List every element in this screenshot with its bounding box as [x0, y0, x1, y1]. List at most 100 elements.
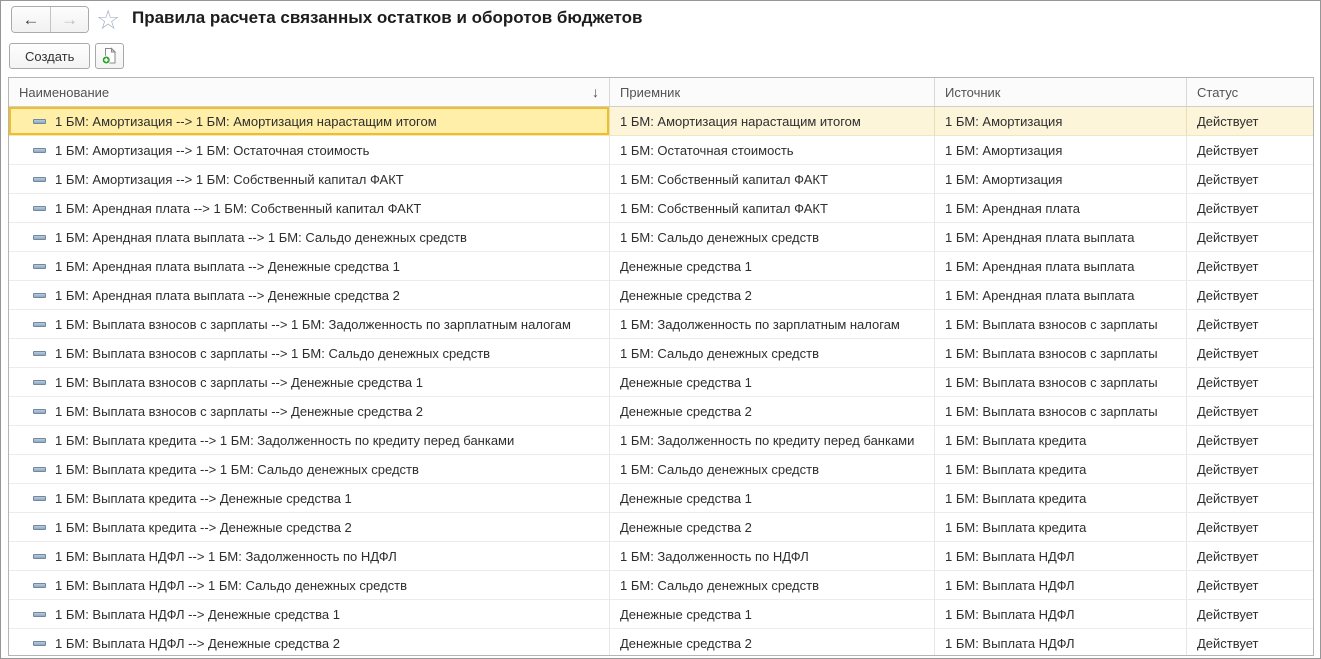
- cell-name[interactable]: 1 БМ: Амортизация --> 1 БМ: Остаточная с…: [9, 136, 610, 165]
- cell-source[interactable]: 1 БМ: Выплата взносов с зарплаты: [935, 368, 1187, 397]
- cell-name[interactable]: 1 БМ: Амортизация --> 1 БМ: Собственный …: [9, 165, 610, 194]
- cell-source[interactable]: 1 БМ: Амортизация: [935, 107, 1187, 136]
- cell-source[interactable]: 1 БМ: Арендная плата выплата: [935, 252, 1187, 281]
- cell-status[interactable]: Действует: [1187, 252, 1313, 281]
- cell-receiver[interactable]: 1 БМ: Собственный капитал ФАКТ: [610, 165, 935, 194]
- star-outline-icon[interactable]: ☆: [96, 5, 121, 35]
- cell-receiver[interactable]: 1 БМ: Сальдо денежных средств: [610, 223, 935, 252]
- cell-source[interactable]: 1 БМ: Выплата кредита: [935, 513, 1187, 542]
- cell-status[interactable]: Действует: [1187, 484, 1313, 513]
- cell-status[interactable]: Действует: [1187, 136, 1313, 165]
- cell-receiver[interactable]: 1 БМ: Задолженность по кредиту перед бан…: [610, 426, 935, 455]
- cell-receiver[interactable]: Денежные средства 1: [610, 600, 935, 629]
- back-button[interactable]: ←: [12, 7, 50, 32]
- cell-status[interactable]: Действует: [1187, 310, 1313, 339]
- cell-receiver[interactable]: Денежные средства 2: [610, 397, 935, 426]
- table-row[interactable]: 1 БМ: Арендная плата выплата --> 1 БМ: С…: [9, 223, 1313, 252]
- cell-source[interactable]: 1 БМ: Выплата НДФЛ: [935, 629, 1187, 655]
- cell-source[interactable]: 1 БМ: Амортизация: [935, 165, 1187, 194]
- cell-source[interactable]: 1 БМ: Выплата кредита: [935, 484, 1187, 513]
- cell-name[interactable]: 1 БМ: Выплата кредита --> Денежные средс…: [9, 513, 610, 542]
- cell-receiver[interactable]: Денежные средства 1: [610, 368, 935, 397]
- cell-status[interactable]: Действует: [1187, 223, 1313, 252]
- cell-receiver[interactable]: Денежные средства 2: [610, 629, 935, 655]
- cell-receiver[interactable]: Денежные средства 2: [610, 513, 935, 542]
- table-row[interactable]: 1 БМ: Выплата кредита --> Денежные средс…: [9, 513, 1313, 542]
- table-row[interactable]: 1 БМ: Амортизация --> 1 БМ: Собственный …: [9, 165, 1313, 194]
- cell-name[interactable]: 1 БМ: Арендная плата выплата --> Денежны…: [9, 281, 610, 310]
- table-row[interactable]: 1 БМ: Выплата взносов с зарплаты --> Ден…: [9, 397, 1313, 426]
- cell-name[interactable]: 1 БМ: Выплата НДФЛ --> Денежные средства…: [9, 629, 610, 655]
- cell-status[interactable]: Действует: [1187, 600, 1313, 629]
- cell-receiver[interactable]: 1 БМ: Амортизация нарастащим итогом: [610, 107, 935, 136]
- cell-receiver[interactable]: Денежные средства 2: [610, 281, 935, 310]
- cell-name[interactable]: 1 БМ: Выплата взносов с зарплаты --> Ден…: [9, 368, 610, 397]
- cell-receiver[interactable]: Денежные средства 1: [610, 252, 935, 281]
- cell-status[interactable]: Действует: [1187, 513, 1313, 542]
- cell-name[interactable]: 1 БМ: Выплата взносов с зарплаты --> Ден…: [9, 397, 610, 426]
- cell-status[interactable]: Действует: [1187, 107, 1313, 136]
- cell-name[interactable]: 1 БМ: Выплата кредита --> 1 БМ: Задолжен…: [9, 426, 610, 455]
- cell-source[interactable]: 1 БМ: Выплата НДФЛ: [935, 600, 1187, 629]
- cell-status[interactable]: Действует: [1187, 571, 1313, 600]
- cell-status[interactable]: Действует: [1187, 194, 1313, 223]
- cell-receiver[interactable]: 1 БМ: Сальдо денежных средств: [610, 455, 935, 484]
- table-row[interactable]: 1 БМ: Амортизация --> 1 БМ: Амортизация …: [9, 107, 1313, 136]
- column-header-source[interactable]: Источник: [935, 78, 1187, 106]
- cell-status[interactable]: Действует: [1187, 165, 1313, 194]
- cell-name[interactable]: 1 БМ: Арендная плата --> 1 БМ: Собственн…: [9, 194, 610, 223]
- create-new-element-button[interactable]: [95, 43, 124, 69]
- table-row[interactable]: 1 БМ: Выплата кредита --> Денежные средс…: [9, 484, 1313, 513]
- create-button[interactable]: Создать: [9, 43, 91, 69]
- cell-receiver[interactable]: 1 БМ: Остаточная стоимость: [610, 136, 935, 165]
- cell-source[interactable]: 1 БМ: Выплата кредита: [935, 455, 1187, 484]
- table-row[interactable]: 1 БМ: Арендная плата выплата --> Денежны…: [9, 252, 1313, 281]
- table-row[interactable]: 1 БМ: Выплата взносов с зарплаты --> 1 Б…: [9, 339, 1313, 368]
- table-row[interactable]: 1 БМ: Выплата кредита --> 1 БМ: Сальдо д…: [9, 455, 1313, 484]
- cell-status[interactable]: Действует: [1187, 397, 1313, 426]
- cell-source[interactable]: 1 БМ: Арендная плата выплата: [935, 281, 1187, 310]
- cell-receiver[interactable]: 1 БМ: Задолженность по НДФЛ: [610, 542, 935, 571]
- cell-status[interactable]: Действует: [1187, 542, 1313, 571]
- column-header-status[interactable]: Статус: [1187, 78, 1313, 106]
- cell-name[interactable]: 1 БМ: Выплата НДФЛ --> 1 БМ: Сальдо дене…: [9, 571, 610, 600]
- table-row[interactable]: 1 БМ: Выплата НДФЛ --> Денежные средства…: [9, 629, 1313, 655]
- cell-name[interactable]: 1 БМ: Амортизация --> 1 БМ: Амортизация …: [9, 107, 610, 136]
- cell-name[interactable]: 1 БМ: Выплата НДФЛ --> Денежные средства…: [9, 600, 610, 629]
- cell-source[interactable]: 1 БМ: Выплата НДФЛ: [935, 542, 1187, 571]
- table-row[interactable]: 1 БМ: Выплата НДФЛ --> 1 БМ: Сальдо дене…: [9, 571, 1313, 600]
- forward-button[interactable]: →: [50, 7, 88, 32]
- cell-source[interactable]: 1 БМ: Выплата НДФЛ: [935, 571, 1187, 600]
- cell-status[interactable]: Действует: [1187, 281, 1313, 310]
- cell-source[interactable]: 1 БМ: Выплата взносов с зарплаты: [935, 310, 1187, 339]
- cell-status[interactable]: Действует: [1187, 368, 1313, 397]
- cell-name[interactable]: 1 БМ: Выплата НДФЛ --> 1 БМ: Задолженнос…: [9, 542, 610, 571]
- cell-name[interactable]: 1 БМ: Выплата взносов с зарплаты --> 1 Б…: [9, 339, 610, 368]
- column-header-name[interactable]: Наименование ↓: [9, 78, 610, 106]
- cell-name[interactable]: 1 БМ: Выплата кредита --> 1 БМ: Сальдо д…: [9, 455, 610, 484]
- table-row[interactable]: 1 БМ: Выплата НДФЛ --> 1 БМ: Задолженнос…: [9, 542, 1313, 571]
- cell-name[interactable]: 1 БМ: Выплата взносов с зарплаты --> 1 Б…: [9, 310, 610, 339]
- cell-name[interactable]: 1 БМ: Арендная плата выплата --> 1 БМ: С…: [9, 223, 610, 252]
- cell-source[interactable]: 1 БМ: Выплата взносов с зарплаты: [935, 397, 1187, 426]
- cell-receiver[interactable]: Денежные средства 1: [610, 484, 935, 513]
- table-row[interactable]: 1 БМ: Выплата НДФЛ --> Денежные средства…: [9, 600, 1313, 629]
- cell-source[interactable]: 1 БМ: Выплата взносов с зарплаты: [935, 339, 1187, 368]
- cell-status[interactable]: Действует: [1187, 339, 1313, 368]
- cell-status[interactable]: Действует: [1187, 426, 1313, 455]
- table-row[interactable]: 1 БМ: Амортизация --> 1 БМ: Остаточная с…: [9, 136, 1313, 165]
- table-row[interactable]: 1 БМ: Арендная плата --> 1 БМ: Собственн…: [9, 194, 1313, 223]
- cell-receiver[interactable]: 1 БМ: Задолженность по зарплатным налога…: [610, 310, 935, 339]
- table-row[interactable]: 1 БМ: Арендная плата выплата --> Денежны…: [9, 281, 1313, 310]
- table-row[interactable]: 1 БМ: Выплата кредита --> 1 БМ: Задолжен…: [9, 426, 1313, 455]
- cell-source[interactable]: 1 БМ: Выплата кредита: [935, 426, 1187, 455]
- cell-source[interactable]: 1 БМ: Арендная плата выплата: [935, 223, 1187, 252]
- table-row[interactable]: 1 БМ: Выплата взносов с зарплаты --> 1 Б…: [9, 310, 1313, 339]
- cell-name[interactable]: 1 БМ: Арендная плата выплата --> Денежны…: [9, 252, 610, 281]
- cell-source[interactable]: 1 БМ: Амортизация: [935, 136, 1187, 165]
- table-row[interactable]: 1 БМ: Выплата взносов с зарплаты --> Ден…: [9, 368, 1313, 397]
- cell-name[interactable]: 1 БМ: Выплата кредита --> Денежные средс…: [9, 484, 610, 513]
- cell-receiver[interactable]: 1 БМ: Собственный капитал ФАКТ: [610, 194, 935, 223]
- cell-status[interactable]: Действует: [1187, 455, 1313, 484]
- cell-status[interactable]: Действует: [1187, 629, 1313, 655]
